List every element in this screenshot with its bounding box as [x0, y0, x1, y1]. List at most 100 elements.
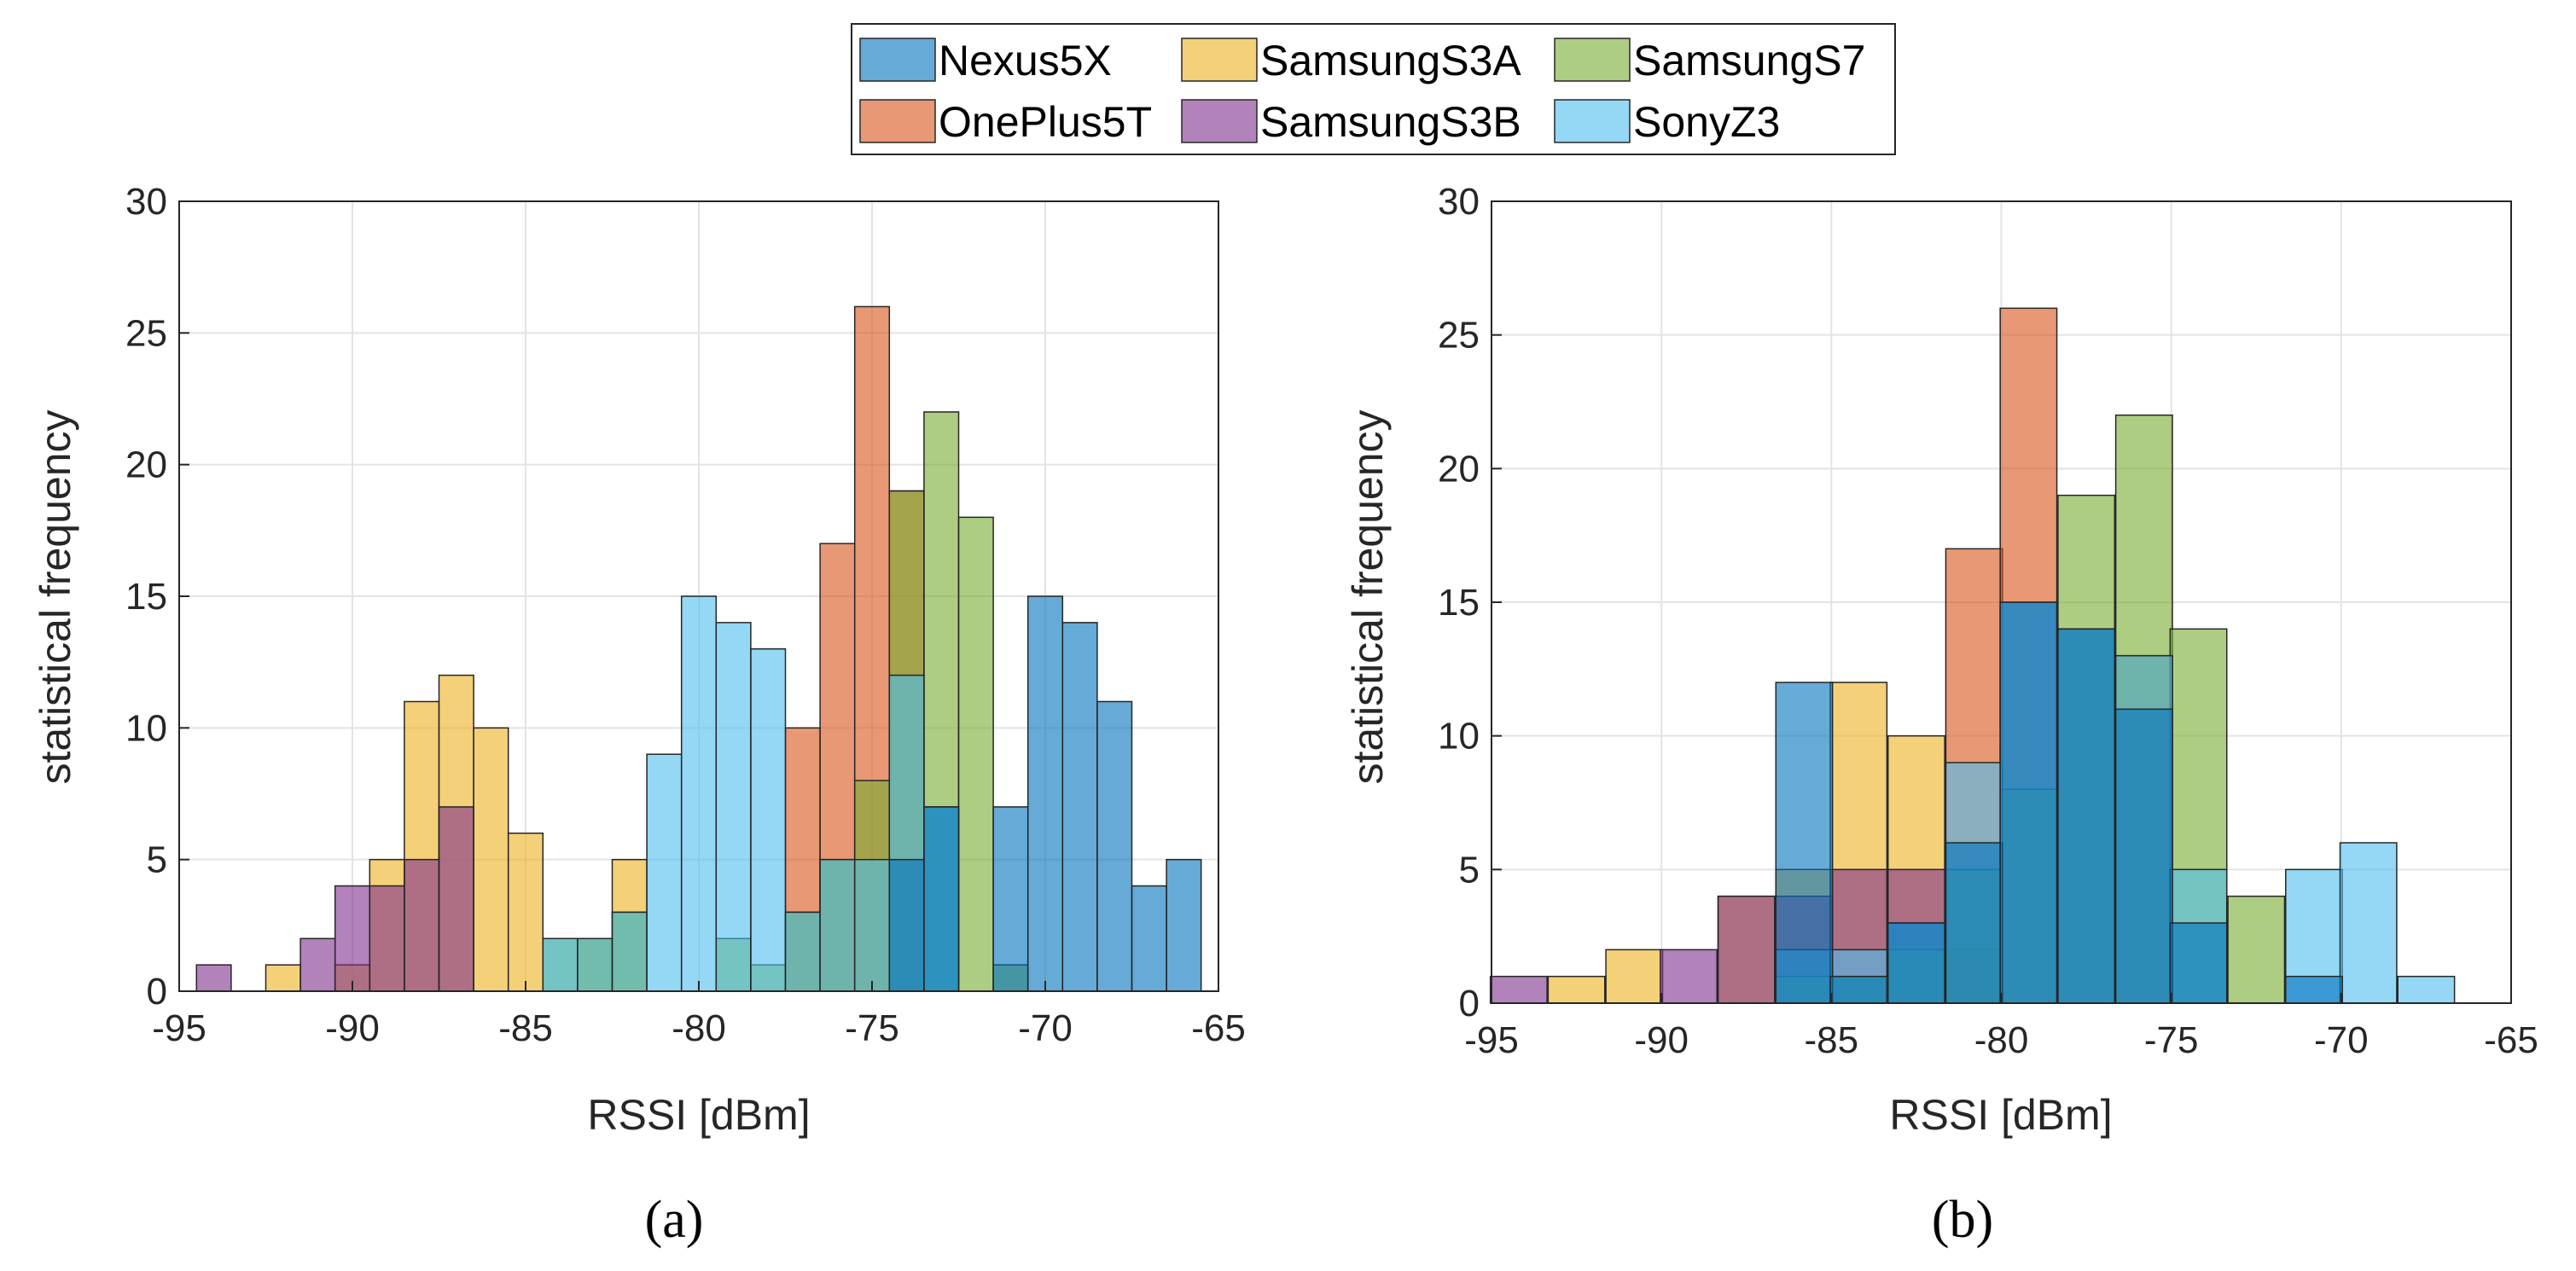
bar-nexus5x [1096, 700, 1133, 992]
bar-samsungs3a [1605, 949, 1664, 1004]
legend-swatch-samsungs7 [1554, 38, 1631, 82]
bar-nexus5x [923, 806, 960, 992]
bar-sonyz3 [2339, 842, 2398, 1004]
y-tick-label: 15 [125, 576, 167, 618]
legend-label-samsungs3b: SamsungS3B [1260, 98, 1521, 146]
x-tick-label: -65 [2484, 1019, 2538, 1061]
bars-b [1489, 307, 2456, 1004]
legend-swatch-samsungs3b [1181, 99, 1258, 143]
bar-nexus5x [1061, 622, 1098, 992]
y-tick-label: 20 [1438, 448, 1480, 490]
y-tick-label: 0 [147, 971, 167, 1013]
bar-samsungs3b [1489, 975, 1548, 1004]
bar-samsungs3a [1547, 975, 1606, 1004]
y-tick-label: 30 [125, 181, 167, 223]
bar-sonyz3 [2397, 975, 2456, 1004]
panel-caption-b: (b) [1932, 1191, 1993, 1249]
bar-sonyz3 [853, 858, 891, 992]
xticks-b: -95 -90 -85 -80 -75 -70 -65 [1464, 993, 2538, 1061]
y-axis-title-b: statistical frequency [1344, 409, 1392, 784]
x-tick-label: -95 [1464, 1019, 1519, 1061]
bar-nexus5x [2057, 628, 2116, 1004]
x-tick-label: -90 [1634, 1019, 1689, 1061]
bar-nexus5x [1945, 842, 2003, 1004]
bar-samsungs3b [1717, 895, 1776, 1004]
x-tick-label: -85 [1805, 1019, 1859, 1061]
bar-sonyz3 [646, 753, 683, 992]
y-tick-label: 25 [1438, 315, 1480, 357]
panel-caption-a: (a) [645, 1191, 704, 1249]
bars-a [195, 305, 1202, 992]
bar-nexus5x [1775, 682, 1834, 1004]
bar-sonyz3 [819, 858, 856, 992]
x-tick-label: -80 [672, 1007, 726, 1049]
y-tick-label: 5 [1459, 849, 1480, 891]
bar-samsungs3a [507, 833, 544, 992]
bar-nexus5x [1829, 975, 1888, 1004]
x-tick-label: -75 [2144, 1019, 2199, 1061]
chart-panel-b: -95 -90 -85 -80 -75 -70 -65 0 5 10 15 20 25 30 RSSI … [1344, 181, 2538, 1249]
legend-swatch-sonyz3 [1554, 99, 1631, 143]
bar-samsungs3b [195, 964, 232, 992]
bar-nexus5x [2114, 708, 2173, 1004]
bar-nexus5x [888, 858, 925, 992]
bar-sonyz3 [542, 937, 579, 992]
bar-samsungs3b [334, 885, 371, 992]
bar-nexus5x [2169, 922, 2228, 1004]
x-tick-label: -75 [845, 1007, 899, 1049]
bar-nexus5x [1131, 885, 1167, 992]
bar-nexus5x [1887, 922, 1945, 1004]
bar-sonyz3 [680, 595, 718, 992]
bar-samsungs3a [473, 727, 509, 992]
chart-panel-a: -95 -90 -85 -80 -75 -70 -65 0 5 10 15 20 25 30 RSSI … [32, 181, 1246, 1249]
y-tick-label: 0 [1459, 983, 1480, 1024]
bar-samsungs3b [1660, 949, 1718, 1004]
y-tick-label: 20 [125, 444, 167, 486]
y-tick-label: 10 [125, 707, 167, 749]
y-tick-label: 10 [1438, 716, 1480, 757]
bar-sonyz3 [715, 622, 752, 992]
x-tick-label: -70 [2314, 1019, 2369, 1061]
legend-label-samsungs7: SamsungS7 [1633, 37, 1865, 84]
legend-swatch-oneplus5t [859, 99, 936, 143]
legend-box [851, 23, 1896, 155]
bar-sonyz3 [611, 911, 648, 992]
legend-swatch-samsungs3a [1181, 38, 1258, 82]
bar-samsungs3b [404, 858, 440, 992]
x-axis-title-b: RSSI [dBm] [1889, 1091, 2112, 1139]
bar-nexus5x [1999, 601, 2058, 1004]
legend-label-oneplus5t: OnePlus5T [939, 98, 1152, 146]
legend-label-sonyz3: SonyZ3 [1633, 98, 1780, 146]
x-axis-title-a: RSSI [dBm] [587, 1091, 810, 1139]
bar-samsungs3b [369, 885, 405, 992]
legend-swatch-nexus5x [859, 38, 936, 82]
yticks-b: 0 5 10 15 20 25 30 [1438, 181, 1502, 1024]
bar-nexus5x [1166, 858, 1202, 992]
x-tick-label: -70 [1018, 1007, 1073, 1049]
legend: Nexus5X SamsungS3A SamsungS7 OnePlus5T S… [851, 23, 1896, 155]
y-tick-label: 30 [1438, 181, 1480, 223]
bar-samsungs3b [299, 937, 336, 992]
bar-nexus5x [2285, 975, 2343, 1004]
bar-sonyz3 [784, 911, 821, 992]
legend-label-samsungs3a: SamsungS3A [1260, 37, 1521, 84]
y-tick-label: 5 [147, 839, 167, 881]
y-tick-label: 15 [1438, 582, 1480, 624]
x-tick-label: -85 [498, 1007, 553, 1049]
xticks-a: -95 -90 -85 -80 -75 -70 -65 [152, 981, 1246, 1049]
x-tick-label: -90 [325, 1007, 380, 1049]
legend-label-nexus5x: Nexus5X [939, 37, 1112, 84]
bar-nexus5x [1026, 595, 1064, 992]
yticks-a: 0 5 10 15 20 25 30 [125, 181, 189, 1013]
x-tick-label: -95 [152, 1007, 206, 1049]
y-axis-title-a: statistical frequency [32, 409, 79, 784]
bar-sonyz3 [577, 937, 613, 992]
bar-samsungs3b [438, 806, 474, 992]
x-tick-label: -65 [1191, 1007, 1246, 1049]
bar-samsungs7 [2227, 895, 2286, 1004]
bar-samsungs7 [957, 516, 994, 992]
x-tick-label: -80 [1974, 1019, 2029, 1061]
bar-sonyz3 [750, 647, 787, 992]
y-tick-label: 25 [125, 312, 167, 354]
